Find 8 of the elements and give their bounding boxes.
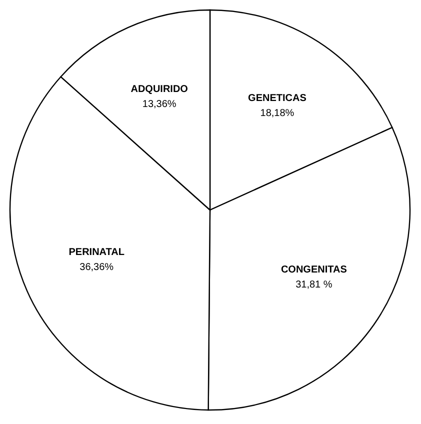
data-label: 18,18% [260, 108, 294, 119]
slice-label: ADQUIRIDO [130, 84, 188, 95]
slice-label: CONGENITAS [280, 264, 348, 276]
slice-label: GENETICAS [248, 92, 307, 104]
slice-label: PERINATAL [68, 247, 124, 258]
data-label: 31,81 % [296, 280, 332, 291]
data-label: 13,36% [142, 98, 176, 110]
data-label: 36,36% [80, 262, 114, 274]
